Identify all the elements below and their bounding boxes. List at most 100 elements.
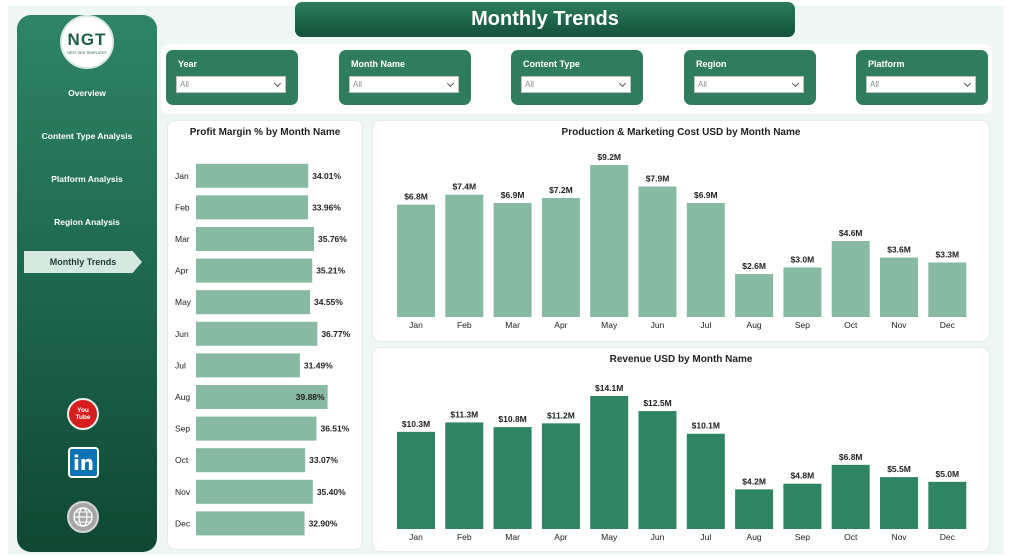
youtube-icon-text: You Tube — [75, 407, 91, 421]
filter-dropdown[interactable]: All — [176, 76, 286, 93]
filter-value: All — [525, 80, 534, 89]
data-label: $3.3M — [935, 249, 959, 259]
x-tick-label: May — [601, 532, 618, 542]
sidebar-item-label: Monthly Trends — [49, 257, 117, 267]
logo-text: NGT — [67, 29, 107, 49]
sidebar-item-platform-analysis[interactable]: Platform Analysis — [51, 174, 123, 184]
data-label: 35.40% — [317, 487, 346, 497]
sidebar-item-overview[interactable]: Overview — [68, 88, 106, 98]
sidebar: NGT NEXT GEN TEMPLATES Overview Content … — [17, 15, 157, 552]
chevron-down-icon — [618, 79, 627, 88]
bar — [196, 416, 317, 441]
x-tick-label: Jun — [651, 532, 665, 542]
bar — [397, 204, 435, 317]
chevron-down-icon — [791, 79, 800, 88]
profit-margin-chart: Jan 34.01% Feb 33.96% Mar 35.76% Apr 35.21% May 3… — [175, 163, 351, 536]
linkedin-icon[interactable]: in — [68, 447, 99, 478]
x-tick-label: Feb — [457, 320, 472, 330]
bar — [928, 262, 967, 317]
page-title: Monthly Trends — [295, 2, 795, 37]
data-label: 39.88% — [296, 392, 325, 402]
bar — [928, 481, 967, 529]
filter-dropdown[interactable]: All — [694, 76, 804, 93]
x-tick-label: May — [601, 320, 618, 330]
x-tick-label: Jul — [700, 532, 711, 542]
y-tick-label: Mar — [175, 234, 190, 244]
x-tick-label: Nov — [891, 320, 907, 330]
data-label: $2.6M — [742, 261, 766, 271]
y-tick-label: Feb — [175, 202, 190, 212]
data-label: $4.8M — [791, 471, 815, 481]
y-tick-label: Jul — [175, 360, 186, 370]
bar — [196, 258, 313, 283]
x-tick-label: Mar — [505, 320, 520, 330]
data-label: $5.5M — [887, 464, 911, 474]
bar — [445, 194, 484, 317]
bar — [196, 448, 306, 473]
cost-chart: $6.8M Jan $7.4M Feb $6.9M Mar $7.2M Apr $9.2M May… — [397, 152, 967, 330]
x-tick-label: Aug — [747, 532, 762, 542]
data-label: $7.9M — [646, 173, 670, 183]
cost-chart-card: Production & Marketing Cost USD by Month… — [372, 120, 990, 342]
bar — [493, 427, 532, 529]
revenue-chart: $10.3M Jan $11.3M Feb $10.8M Mar $11.2M Apr $14.… — [397, 383, 967, 542]
data-label: $6.8M — [404, 192, 428, 202]
sidebar-item-region-analysis[interactable]: Region Analysis — [54, 217, 120, 227]
filter-dropdown[interactable]: All — [521, 76, 631, 93]
bar — [196, 353, 300, 378]
filter-dropdown[interactable]: All — [349, 76, 459, 93]
bar — [686, 433, 725, 529]
bar — [590, 396, 629, 529]
data-label: $3.6M — [887, 245, 911, 255]
filter-label: Content Type — [523, 59, 580, 69]
sidebar-item-monthly-trends[interactable]: Monthly Trends — [24, 251, 142, 273]
sidebar-item-content-type-analysis[interactable]: Content Type Analysis — [41, 131, 133, 141]
y-tick-label: Aug — [175, 392, 190, 402]
globe-icon[interactable] — [67, 501, 99, 533]
data-label: $10.8M — [498, 414, 526, 424]
bar — [686, 203, 725, 317]
data-label: 36.51% — [320, 424, 349, 434]
filter-month-name: Month Name All — [339, 50, 471, 105]
bar — [196, 511, 305, 536]
data-label: 34.01% — [312, 171, 341, 181]
bar — [445, 422, 484, 529]
y-tick-label: Oct — [175, 455, 189, 465]
logo: NGT NEXT GEN TEMPLATES — [60, 15, 114, 69]
bar — [831, 464, 870, 529]
y-tick-label: Jun — [175, 329, 189, 339]
bar — [880, 477, 918, 529]
chart-title: Profit Margin % by Month Name — [189, 127, 341, 138]
data-label: $12.5M — [643, 398, 671, 408]
filter-dropdown[interactable]: All — [866, 76, 976, 93]
data-label: $10.1M — [692, 421, 720, 431]
x-tick-label: Oct — [844, 320, 858, 330]
youtube-icon[interactable]: You Tube — [67, 398, 99, 430]
globe-icon-graphic — [73, 507, 93, 527]
bar — [196, 321, 318, 346]
bar — [196, 290, 311, 315]
data-label: $6.9M — [694, 190, 718, 200]
data-label: 35.76% — [318, 234, 347, 244]
y-tick-label: Nov — [175, 487, 191, 497]
bar — [783, 483, 822, 529]
filter-value: All — [180, 80, 189, 89]
x-tick-label: Dec — [940, 320, 956, 330]
data-label: $9.2M — [597, 152, 621, 162]
bar — [783, 267, 822, 317]
bar — [735, 274, 774, 317]
x-tick-label: Oct — [844, 532, 858, 542]
x-tick-label: Sep — [795, 320, 810, 330]
bar — [196, 195, 309, 220]
filter-value: All — [870, 80, 879, 89]
data-label: $7.4M — [452, 182, 476, 192]
bar — [831, 241, 870, 317]
data-label: 35.21% — [316, 266, 345, 276]
x-tick-label: Apr — [554, 320, 567, 330]
bar — [196, 385, 328, 409]
data-label: 34.55% — [314, 297, 343, 307]
bar — [541, 423, 580, 529]
data-label: $3.0M — [791, 254, 815, 264]
bar — [541, 198, 580, 317]
x-tick-label: Dec — [940, 532, 956, 542]
